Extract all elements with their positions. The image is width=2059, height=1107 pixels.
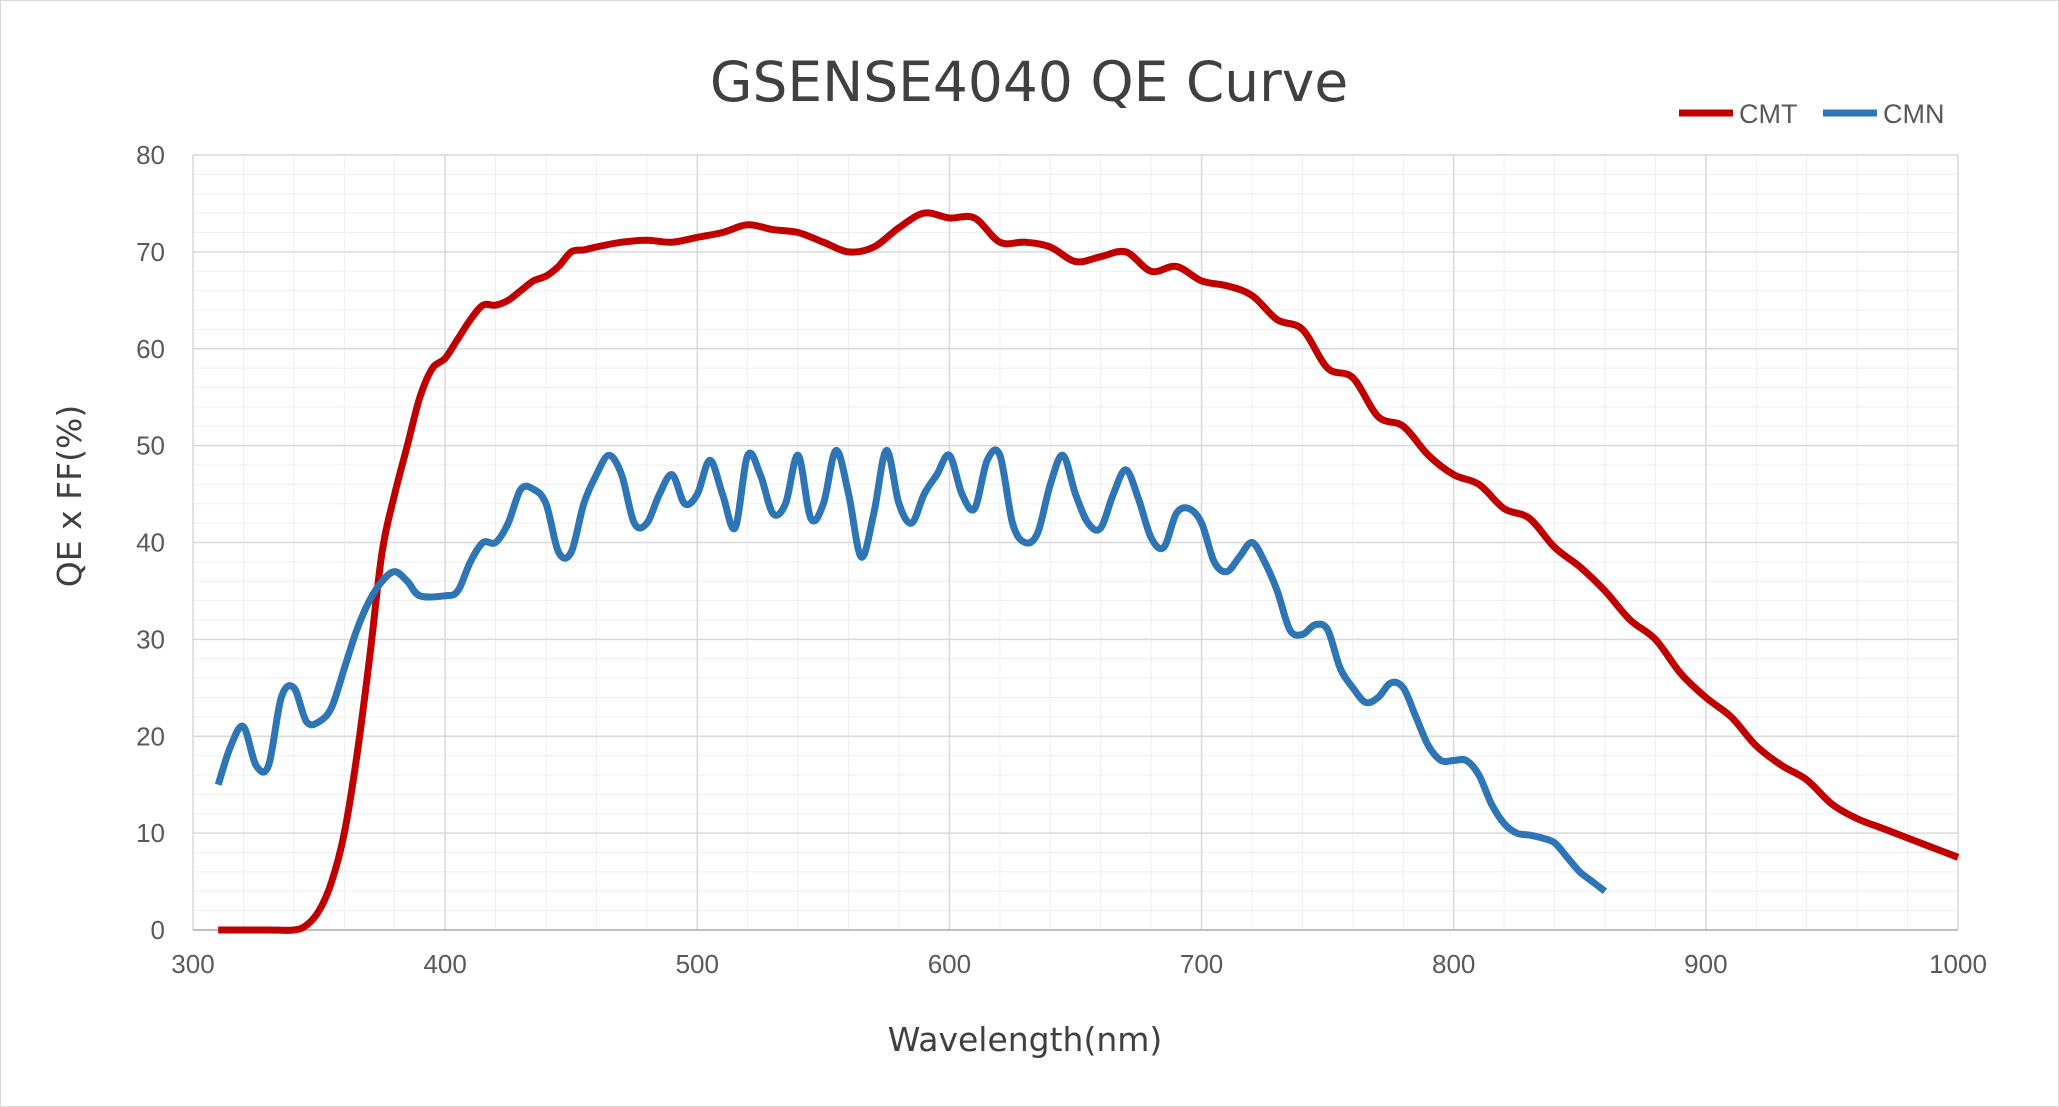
x-tick-label: 900 <box>1684 949 1727 979</box>
y-tick-label: 40 <box>136 528 165 558</box>
x-axis-title: Wavelength(nm) <box>888 1020 1163 1059</box>
series-line-cmt <box>218 209 1960 934</box>
y-tick-label: 70 <box>136 237 165 267</box>
series-line-cmn <box>214 446 1608 895</box>
y-tick-label: 30 <box>136 624 165 654</box>
y-tick-label: 10 <box>136 818 165 848</box>
series-layer <box>214 209 1960 934</box>
y-tick-label: 50 <box>136 431 165 461</box>
y-tick-label: 20 <box>136 721 165 751</box>
x-tick-label: 500 <box>676 949 719 979</box>
tick-labels: 300 400 500 600 700 800 900 1000 0 10 20 30 40 50 60 70… <box>136 140 1987 979</box>
legend: CMT CMN <box>1679 99 1945 129</box>
y-axis-title: QE x FF(%) <box>50 405 89 587</box>
chart-title: GSENSE4040 QE Curve <box>710 50 1348 114</box>
x-tick-label: 1000 <box>1929 949 1987 979</box>
x-tick-label: 800 <box>1432 949 1475 979</box>
legend-label-cmt: CMT <box>1739 99 1797 129</box>
y-tick-label: 80 <box>136 140 165 170</box>
x-tick-label: 700 <box>1180 949 1223 979</box>
x-tick-label: 600 <box>928 949 971 979</box>
y-tick-label: 0 <box>151 915 165 945</box>
legend-label-cmn: CMN <box>1883 99 1945 129</box>
y-tick-label: 60 <box>136 334 165 364</box>
x-tick-label: 300 <box>171 949 214 979</box>
x-tick-label: 400 <box>423 949 466 979</box>
